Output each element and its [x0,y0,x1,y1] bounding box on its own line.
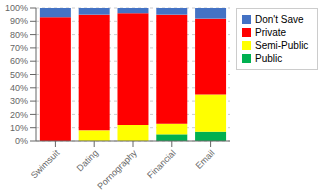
svg-text:Pornography: Pornography [95,148,139,192]
svg-text:80%: 80% [10,30,28,40]
svg-text:Swimsuit: Swimsuit [29,148,62,181]
svg-text:60%: 60% [10,56,28,66]
html-text:Don't Save: Don't Save [255,14,304,25]
svg-text:100%: 100% [8,3,28,13]
svg-text:Email: Email [194,148,217,171]
html-text:Private: Private [255,27,287,38]
svg-text:40%: 40% [10,83,28,93]
html-text:Semi-Public: Semi-Public [255,40,309,51]
svg-text:50%: 50% [10,70,28,80]
svg-text:20%: 20% [10,110,28,120]
svg-text:0%: 0% [15,136,28,146]
html-text:Public: Public [255,53,283,64]
svg-text:30%: 30% [10,96,28,106]
svg-text:90%: 90% [10,16,28,26]
svg-text:10%: 10% [10,123,28,133]
svg-text:Financial: Financial [145,148,178,181]
svg-text:Dating: Dating [75,148,100,173]
svg-text:70%: 70% [10,43,28,53]
